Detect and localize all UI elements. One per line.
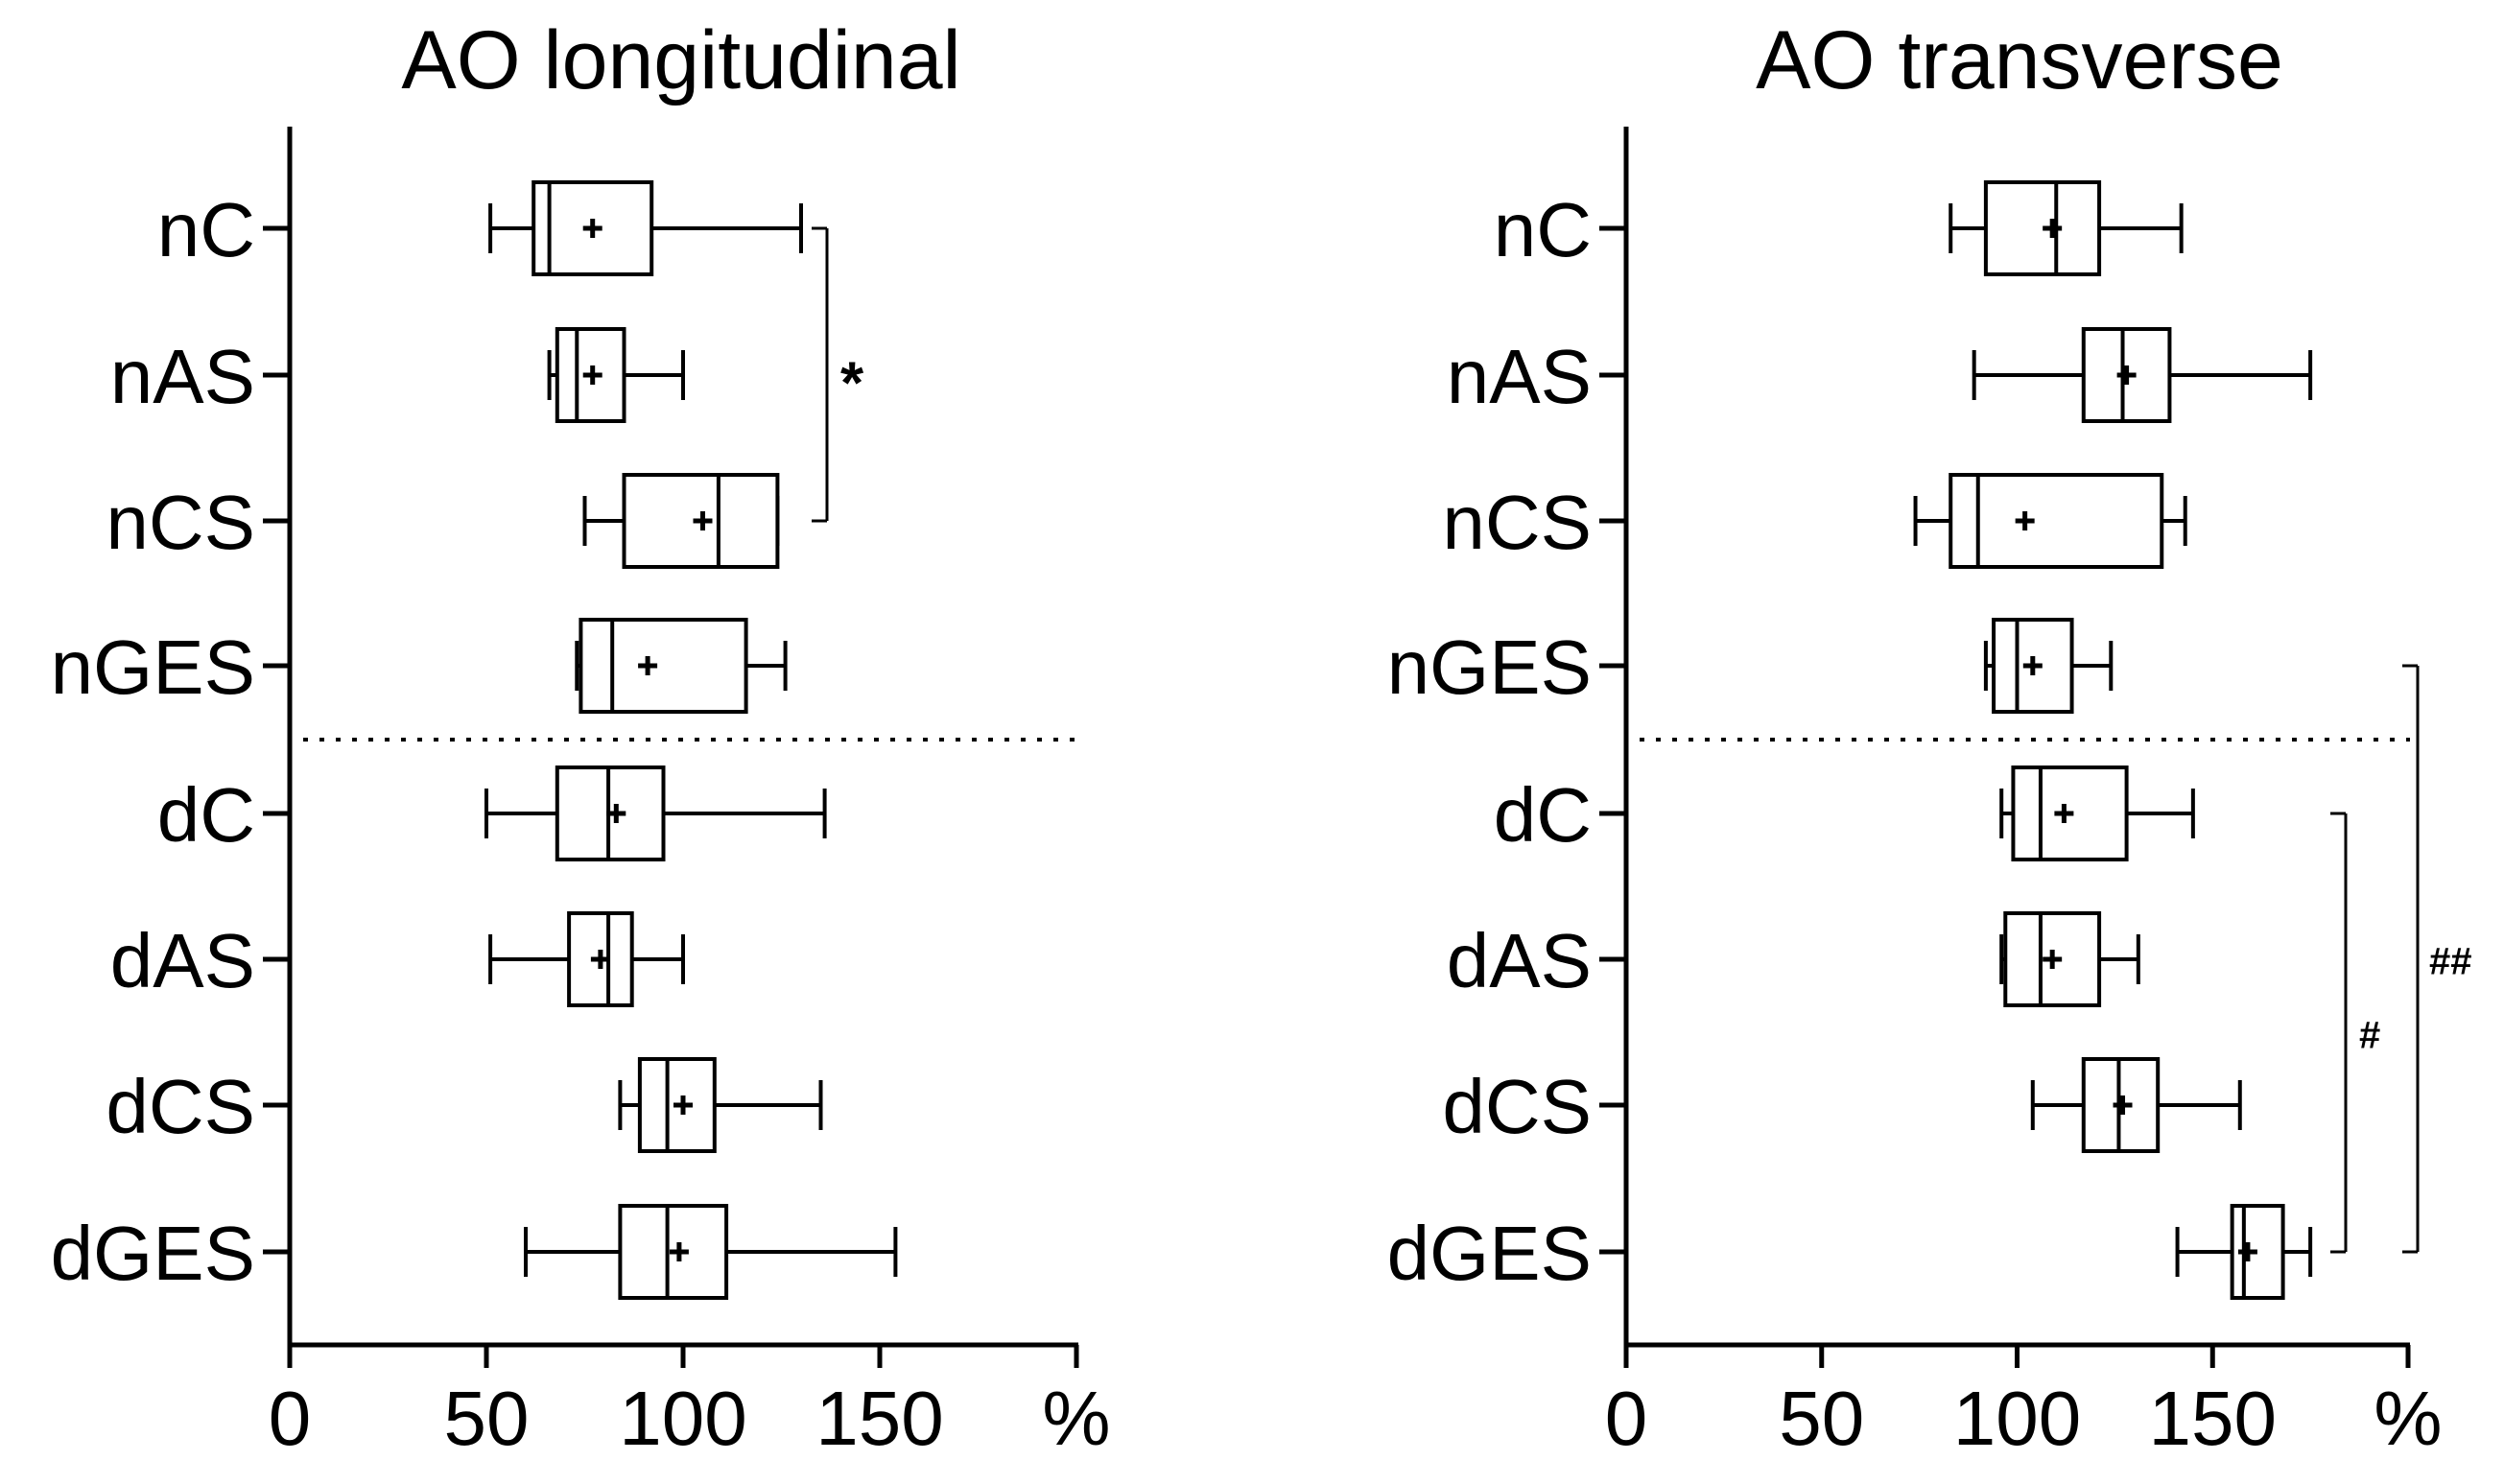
x-tick-label: 150 [815, 1376, 943, 1461]
box-nAS [1972, 327, 2313, 423]
chart-title: AO longitudinal [401, 14, 960, 106]
significance-bracket: ## [2402, 664, 2472, 1254]
category-label: dGES [1387, 1211, 1592, 1296]
box-nC [488, 180, 803, 276]
box-nC [1949, 180, 2184, 276]
x-tick-label: 50 [444, 1376, 530, 1461]
category-label: nGES [1387, 624, 1592, 710]
box-nGES [1983, 618, 2114, 714]
box-nAS [547, 327, 685, 423]
category-label: dGES [51, 1211, 255, 1296]
x-tick-label: 50 [1779, 1376, 1864, 1461]
category-label: dAS [110, 918, 255, 1003]
box-dC [1999, 766, 2195, 861]
x-tick-label: 0 [1605, 1376, 1648, 1461]
significance-bracket: * [812, 226, 864, 523]
x-tick-label: 100 [619, 1376, 746, 1461]
category-label: nC [1494, 187, 1592, 272]
category-label: dC [1494, 772, 1592, 858]
category-label: dAS [1447, 918, 1592, 1003]
category-label: nAS [1447, 334, 1592, 419]
significance-label: ## [2429, 941, 2472, 983]
x-axis-unit-label: % [1042, 1376, 1110, 1461]
x-tick-label: 100 [1953, 1376, 2081, 1461]
category-label: dCS [106, 1064, 255, 1149]
box-dC [484, 766, 827, 861]
iqr-box [1949, 473, 2164, 569]
significance-bracket: # [2330, 812, 2380, 1254]
significance-label: # [2359, 1015, 2380, 1057]
box-dCS [2030, 1057, 2242, 1153]
x-tick-label: 0 [269, 1376, 312, 1461]
category-label: nGES [51, 624, 255, 710]
box-nGES [575, 618, 788, 714]
significance-label: * [840, 351, 864, 417]
iqr-box [555, 327, 626, 423]
box-dAS [1999, 911, 2140, 1007]
category-label: dCS [1442, 1064, 1592, 1149]
box-dGES [2175, 1204, 2313, 1300]
category-label: nAS [110, 334, 255, 419]
iqr-box [1983, 180, 2102, 276]
x-axis-unit-label: % [2374, 1376, 2442, 1461]
box-nCS [1913, 473, 2187, 569]
category-label: nCS [1442, 480, 1592, 565]
category-label: nCS [106, 480, 255, 565]
iqr-box [2003, 911, 2102, 1007]
box-dCS [618, 1057, 823, 1153]
category-label: nC [157, 187, 255, 272]
x-tick-label: 150 [2149, 1376, 2277, 1461]
box-nCS [582, 473, 780, 569]
panel-ao-longitudinal: AO longitudinal nC nAS nCS nGES dC dAS dCS dGES0… [51, 14, 1111, 1461]
iqr-box [579, 618, 748, 714]
chart-title: AO transverse [1756, 14, 2283, 106]
box-dGES [524, 1204, 898, 1300]
category-label: dC [157, 772, 255, 858]
box-dAS [488, 911, 685, 1007]
